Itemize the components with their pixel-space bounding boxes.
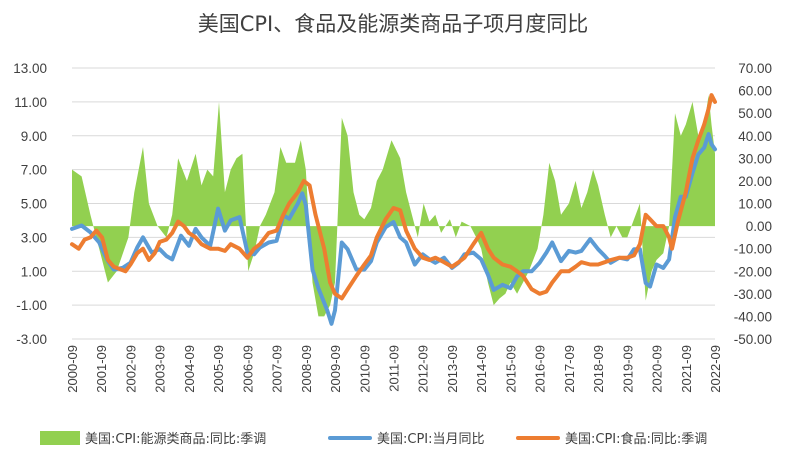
y-right-tick-label: -10.00 (734, 242, 772, 257)
x-tick-label: 2006-09 (240, 345, 255, 393)
legend-label: 美国:CPI:当月同比 (377, 432, 485, 447)
x-tick-label: 2009-09 (328, 345, 343, 393)
legend-label: 美国:CPI:食品:同比:季调 (565, 431, 707, 447)
legend-label: 美国:CPI:能源类商品:同比:季调 (85, 432, 266, 447)
legend: 美国:CPI:能源类商品:同比:季调 美国:CPI:当月同比 美国:CPI:食品:同… (40, 431, 707, 447)
y-right-tick-label: 20.00 (738, 174, 772, 189)
x-tick-label: 2018-09 (591, 345, 606, 393)
y-right-tick-label: -50.00 (734, 332, 772, 347)
y-axis-right: 70.00 60.00 50.00 40.00 30.00 20.00 10.00 0.00 -… (734, 61, 772, 347)
y-right-tick-label: 60.00 (738, 84, 772, 99)
y-left-tick-label: 9.00 (21, 129, 47, 144)
y-left-tick-label: 1.00 (21, 264, 47, 279)
x-tick-label: 2020-09 (650, 345, 665, 393)
y-left-tick-label: -3.00 (16, 332, 47, 347)
x-tick-label: 2015-09 (503, 345, 518, 393)
chart-title: 美国CPI、食品及能源类商品子项月度同比 (198, 12, 589, 36)
x-tick-label: 2005-09 (211, 345, 226, 393)
series-area-energy (72, 95, 715, 317)
series-layer (70, 93, 717, 326)
y-left-tick-label: 3.00 (21, 230, 47, 245)
legend-swatch-energy (40, 431, 80, 445)
x-tick-label: 2003-09 (153, 345, 168, 393)
x-tick-label: 2001-09 (94, 345, 109, 393)
x-axis: 2000-09 2001-09 2002-09 2003-09 2004-09 2005-… (65, 338, 723, 393)
y-left-tick-label: 13.00 (13, 61, 47, 76)
y-left-tick-label: 5.00 (21, 197, 47, 212)
x-tick-label: 2014-09 (474, 345, 489, 393)
y-right-tick-label: -30.00 (734, 287, 772, 302)
y-right-tick-label: 70.00 (738, 61, 772, 76)
y-right-tick-label: 40.00 (738, 129, 772, 144)
x-tick-label: 2021-09 (679, 345, 694, 393)
x-tick-label: 2004-09 (182, 345, 197, 393)
y-left-tick-label: 11.00 (14, 95, 47, 110)
y-axis-left: 13.00 11.00 9.00 7.00 5.00 3.00 1.00 -1.00 -3.00 (13, 61, 47, 347)
x-tick-label: 2008-09 (299, 345, 314, 393)
x-tick-label: 2002-09 (124, 345, 139, 393)
x-tick-label: 2016-09 (533, 345, 548, 393)
y-left-tick-label: 7.00 (21, 163, 47, 178)
x-tick-label: 2012-09 (416, 345, 431, 393)
x-tick-label: 2010-09 (357, 345, 372, 393)
x-tick-label: 2022-09 (708, 345, 723, 393)
x-tick-label: 2019-09 (620, 345, 635, 393)
x-tick-label: 2000-09 (65, 345, 80, 393)
x-tick-label: 2013-09 (445, 345, 460, 393)
y-right-tick-label: 30.00 (738, 151, 772, 166)
y-right-tick-label: 0.00 (746, 219, 772, 234)
y-right-tick-label: 10.00 (738, 197, 772, 212)
y-right-tick-label: 50.00 (738, 106, 772, 121)
x-tick-label: 2011-09 (387, 345, 402, 392)
x-tick-label: 2017-09 (562, 345, 577, 393)
y-right-tick-label: -40.00 (734, 309, 772, 324)
series-line-food (70, 93, 717, 301)
x-tick-label: 2007-09 (270, 345, 285, 393)
y-right-tick-label: -20.00 (734, 264, 772, 279)
y-left-tick-label: -1.00 (16, 298, 47, 313)
